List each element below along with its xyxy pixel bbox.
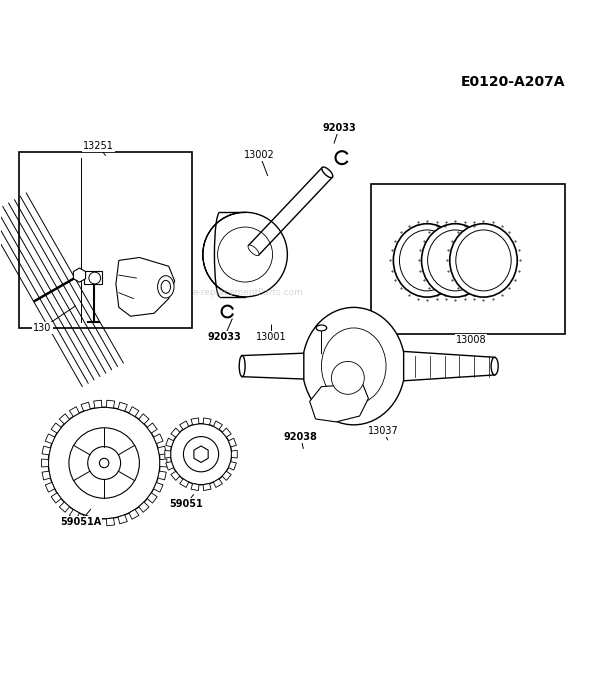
Polygon shape bbox=[59, 502, 70, 512]
Polygon shape bbox=[222, 471, 231, 480]
Polygon shape bbox=[70, 510, 79, 519]
Text: 13001: 13001 bbox=[256, 332, 287, 342]
Polygon shape bbox=[118, 515, 127, 524]
Text: E0120-A207A: E0120-A207A bbox=[461, 75, 565, 89]
Polygon shape bbox=[310, 384, 368, 422]
Text: 13251: 13251 bbox=[83, 141, 114, 151]
Ellipse shape bbox=[428, 230, 483, 291]
Polygon shape bbox=[45, 482, 55, 492]
Ellipse shape bbox=[399, 230, 455, 291]
Text: 92038: 92038 bbox=[284, 431, 318, 442]
Polygon shape bbox=[179, 479, 189, 487]
Polygon shape bbox=[51, 493, 61, 503]
Polygon shape bbox=[139, 502, 149, 512]
Polygon shape bbox=[171, 428, 180, 437]
Polygon shape bbox=[404, 351, 494, 381]
Text: 92033: 92033 bbox=[208, 332, 241, 342]
Polygon shape bbox=[191, 484, 199, 491]
Ellipse shape bbox=[322, 328, 386, 404]
Circle shape bbox=[69, 428, 139, 498]
Polygon shape bbox=[153, 482, 163, 492]
Polygon shape bbox=[81, 515, 90, 524]
Polygon shape bbox=[147, 493, 157, 503]
Polygon shape bbox=[166, 461, 173, 470]
Polygon shape bbox=[165, 450, 171, 458]
Bar bbox=[84, 271, 103, 284]
Polygon shape bbox=[147, 423, 157, 433]
Circle shape bbox=[203, 213, 287, 297]
Polygon shape bbox=[51, 423, 61, 433]
Polygon shape bbox=[158, 471, 166, 480]
Polygon shape bbox=[129, 407, 139, 417]
Text: 92033: 92033 bbox=[322, 123, 356, 133]
Polygon shape bbox=[106, 400, 114, 408]
Circle shape bbox=[171, 424, 232, 484]
Polygon shape bbox=[153, 434, 163, 443]
Bar bbox=[19, 152, 192, 328]
Text: 59051A: 59051A bbox=[60, 516, 101, 527]
Polygon shape bbox=[70, 407, 79, 417]
Polygon shape bbox=[129, 510, 139, 519]
Polygon shape bbox=[158, 446, 166, 455]
Polygon shape bbox=[171, 471, 180, 480]
Ellipse shape bbox=[491, 358, 498, 375]
Polygon shape bbox=[45, 434, 55, 443]
Ellipse shape bbox=[394, 224, 461, 297]
Polygon shape bbox=[228, 461, 237, 470]
Polygon shape bbox=[179, 421, 189, 429]
Polygon shape bbox=[160, 459, 167, 467]
Ellipse shape bbox=[239, 355, 245, 376]
Polygon shape bbox=[42, 446, 50, 455]
Polygon shape bbox=[106, 518, 114, 526]
Polygon shape bbox=[228, 438, 237, 447]
Bar bbox=[371, 184, 565, 334]
Polygon shape bbox=[42, 471, 50, 480]
Polygon shape bbox=[166, 438, 173, 447]
Ellipse shape bbox=[248, 245, 259, 256]
Text: 59051: 59051 bbox=[169, 499, 203, 509]
Ellipse shape bbox=[322, 167, 333, 178]
Polygon shape bbox=[73, 268, 86, 282]
Text: 13008: 13008 bbox=[456, 335, 487, 345]
Ellipse shape bbox=[302, 307, 405, 425]
Polygon shape bbox=[231, 450, 237, 458]
Polygon shape bbox=[94, 400, 102, 408]
Circle shape bbox=[88, 447, 120, 480]
Circle shape bbox=[48, 407, 160, 519]
Polygon shape bbox=[116, 257, 175, 316]
Text: 130: 130 bbox=[33, 323, 52, 333]
Polygon shape bbox=[59, 414, 70, 424]
Polygon shape bbox=[139, 414, 149, 424]
Ellipse shape bbox=[456, 230, 511, 291]
Polygon shape bbox=[191, 418, 199, 425]
Circle shape bbox=[332, 362, 364, 395]
Polygon shape bbox=[94, 518, 102, 526]
Text: 13037: 13037 bbox=[368, 426, 398, 436]
Polygon shape bbox=[118, 402, 127, 411]
Circle shape bbox=[89, 272, 101, 284]
Text: 13002: 13002 bbox=[244, 150, 275, 160]
Ellipse shape bbox=[161, 280, 171, 293]
Polygon shape bbox=[194, 446, 208, 462]
Ellipse shape bbox=[316, 325, 327, 331]
Polygon shape bbox=[222, 428, 231, 437]
Ellipse shape bbox=[450, 224, 517, 297]
Polygon shape bbox=[41, 459, 48, 467]
Circle shape bbox=[218, 227, 273, 282]
Polygon shape bbox=[203, 484, 211, 491]
Polygon shape bbox=[214, 479, 222, 487]
Ellipse shape bbox=[421, 224, 489, 297]
Text: e-replacementParts.com: e-replacementParts.com bbox=[192, 289, 303, 297]
Polygon shape bbox=[242, 353, 304, 379]
Circle shape bbox=[100, 459, 109, 468]
Ellipse shape bbox=[158, 276, 174, 298]
Circle shape bbox=[183, 436, 219, 472]
Polygon shape bbox=[214, 421, 222, 429]
Polygon shape bbox=[203, 418, 211, 425]
Polygon shape bbox=[81, 402, 90, 411]
